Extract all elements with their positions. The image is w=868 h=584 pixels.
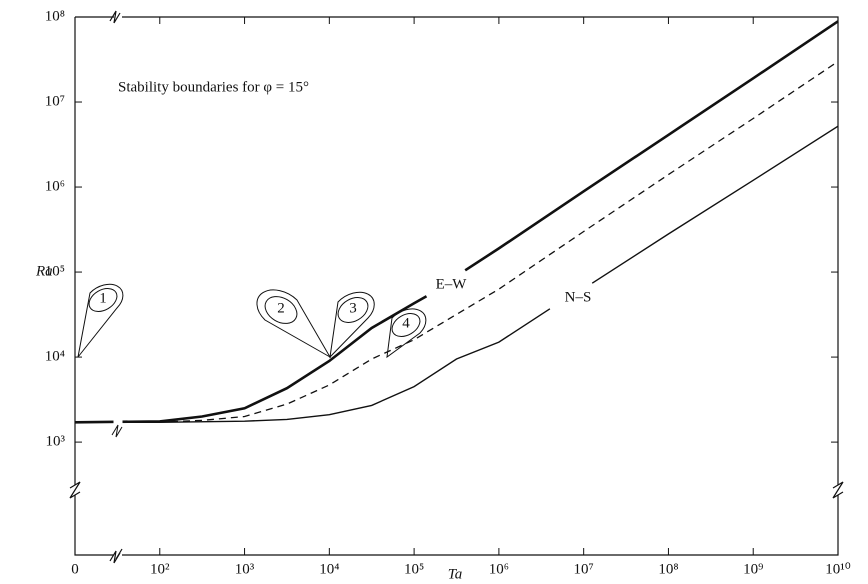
y-tick-label: 10⁴ [45,349,65,365]
cones [77,283,427,359]
cone-top [264,296,298,324]
x-tick-label: 10⁴ [319,561,339,577]
series-label: E–W [436,276,468,292]
y-tick-label: 10³ [46,434,66,450]
y-tick-label: 10⁶ [45,178,65,194]
x-axis-label: Ta [448,566,462,582]
x-tick-label: 10² [150,561,170,577]
x-tick-label: 10⁵ [404,561,424,577]
chart-title: Stability boundaries for φ = 15° [118,79,309,95]
series-line [74,60,839,423]
series-line [74,20,839,424]
annotation: 1 [99,290,107,306]
cone-top [337,297,369,323]
y-axis-label: Ra [35,263,53,279]
annotation: 2 [277,300,285,316]
series-label: N–S [565,289,592,305]
x-tick-label: 10¹⁰ [825,561,851,577]
y-tick-label: 10⁷ [45,93,65,109]
series-line [75,125,839,423]
x-break-line [113,420,123,460]
annotation: 4 [402,315,410,331]
curve-break [111,424,123,438]
y-tick-label: 10⁵ [45,263,65,279]
break-gap [114,400,122,480]
y-tick-label: 10⁸ [45,8,65,24]
frame [69,10,844,564]
x-tick-label: 10⁸ [658,561,678,577]
annotation: 3 [349,300,357,316]
y-break [69,481,844,499]
x-break [109,10,123,564]
cone-top [88,288,118,312]
x-tick-label: 10⁹ [743,561,763,577]
x-tick-label: 10³ [235,561,255,577]
axis-frame [74,16,839,556]
x-tick-label: 0 [71,561,79,577]
x-tick-label: 10⁶ [489,561,509,577]
x-tick-label: 10⁷ [574,561,594,577]
cone-top [391,313,421,337]
